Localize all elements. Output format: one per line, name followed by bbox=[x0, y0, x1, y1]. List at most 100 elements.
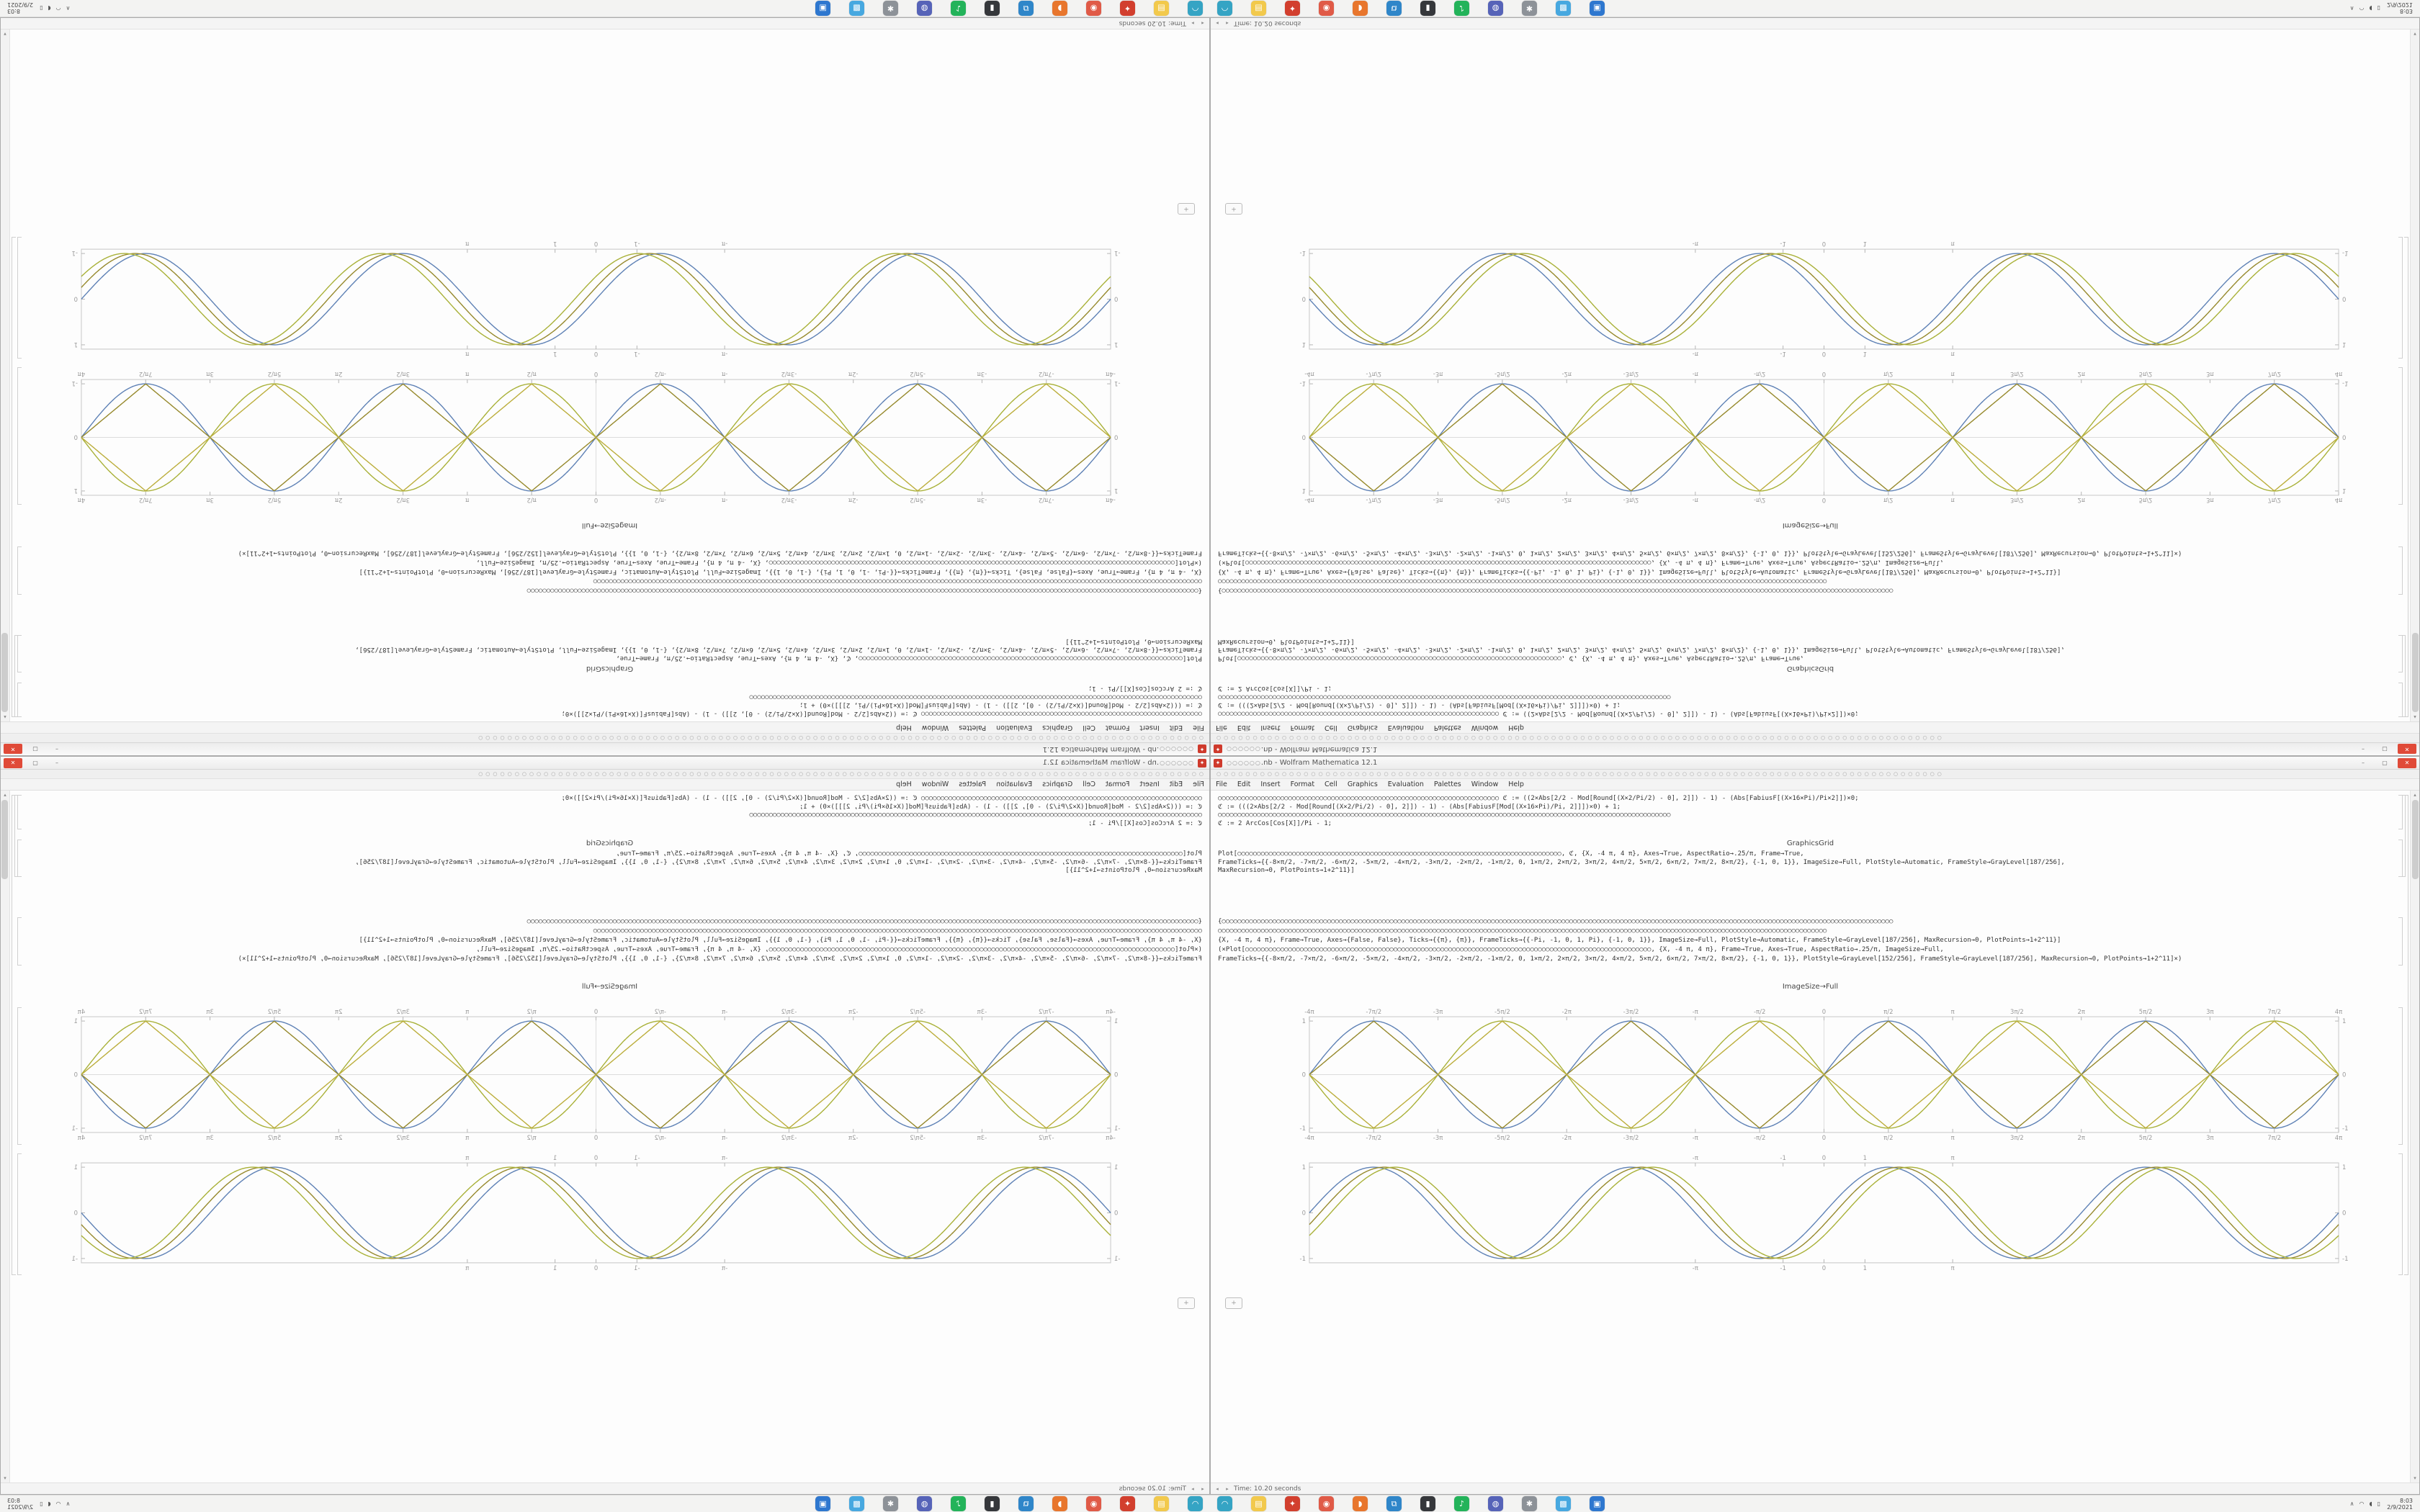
tray-icon[interactable]: ◠ bbox=[2359, 5, 2365, 12]
tray-icon[interactable]: ∧ bbox=[66, 1500, 71, 1507]
menu-item[interactable]: Insert bbox=[1260, 724, 1281, 732]
taskbar-icon[interactable]: ▮ bbox=[985, 1496, 1000, 1511]
maximize-button[interactable]: ▢ bbox=[32, 760, 38, 766]
hscroll-right-arrow[interactable]: ▸ bbox=[1191, 20, 1194, 27]
cell-bracket[interactable] bbox=[2398, 367, 2403, 505]
code-cell-plot-options[interactable]: {○○○○○○○○○○○○○○○○○○○○○○○○○○○○○○○○○○○○○○○… bbox=[10, 549, 1209, 595]
window-titlebar[interactable]: ✦ ○○○○○○.nb - Wolfram Mathematica 12.1 –… bbox=[1211, 742, 2419, 755]
taskbar-icon[interactable]: ◍ bbox=[1488, 1, 1503, 16]
code-cell-plot-options[interactable]: {○○○○○○○○○○○○○○○○○○○○○○○○○○○○○○○○○○○○○○○… bbox=[10, 917, 1209, 964]
close-button[interactable]: ✕ bbox=[4, 744, 22, 755]
minimize-button[interactable]: – bbox=[2362, 760, 2365, 766]
taskbar-clock[interactable]: 8:03 2/9/2021 bbox=[7, 1498, 33, 1511]
tray-icon[interactable]: ∧ bbox=[2349, 1500, 2354, 1507]
notebook-area[interactable]: ○○○○○○○○○○○○○○○○○○○○○○○○○○○○○○○○○○○○○○○○… bbox=[10, 30, 1209, 721]
menu-item[interactable]: Format bbox=[1290, 724, 1315, 732]
menu-item[interactable]: Window bbox=[921, 724, 949, 732]
maximize-button[interactable]: ▢ bbox=[32, 746, 38, 752]
window-titlebar[interactable]: ✦ ○○○○○○.nb - Wolfram Mathematica 12.1 –… bbox=[1, 742, 1209, 755]
tray-icon[interactable]: ◠ bbox=[2359, 1500, 2365, 1507]
menu-item[interactable]: Help bbox=[1508, 724, 1524, 732]
tray-icon[interactable]: ◠ bbox=[55, 5, 61, 12]
taskbar-icon[interactable]: ▣ bbox=[1590, 1496, 1605, 1511]
taskbar-icon[interactable]: ◗ bbox=[1052, 1496, 1067, 1511]
menu-item[interactable]: Graphics bbox=[1042, 780, 1073, 788]
notebook-toolbar[interactable]: ○○○○○○○○○○○○○○○○○○○○○○○○○○○○○○○○○○○○○○○○… bbox=[1211, 770, 2419, 779]
hscroll-right-arrow[interactable]: ▸ bbox=[1191, 1485, 1194, 1492]
cell-group-bracket[interactable] bbox=[12, 795, 16, 1275]
code-cell-definitions[interactable]: ○○○○○○○○○○○○○○○○○○○○○○○○○○○○○○○○○○○○○○○○… bbox=[10, 684, 1209, 718]
cell-bracket[interactable] bbox=[2398, 237, 2403, 359]
hscroll-left-arrow[interactable]: ◂ bbox=[1201, 1485, 1204, 1492]
menu-item[interactable]: Graphics bbox=[1347, 724, 1378, 732]
taskbar-icon[interactable]: ◉ bbox=[1086, 1496, 1101, 1511]
cell-bracket[interactable] bbox=[17, 546, 22, 595]
taskbar-icon[interactable]: ♪ bbox=[951, 1496, 966, 1511]
taskbar-icon[interactable]: ✦ bbox=[1120, 1, 1135, 16]
maximize-button[interactable]: ▢ bbox=[2382, 746, 2388, 752]
menu-item[interactable]: Format bbox=[1105, 724, 1130, 732]
menu-item[interactable]: Palettes bbox=[1433, 724, 1461, 732]
taskbar-icon[interactable]: ◠ bbox=[1217, 1496, 1232, 1511]
code-cell-plot-options[interactable]: {○○○○○○○○○○○○○○○○○○○○○○○○○○○○○○○○○○○○○○○… bbox=[1211, 917, 2410, 964]
taskbar-icon[interactable]: ◗ bbox=[1052, 1, 1067, 16]
cell-group-bracket[interactable] bbox=[12, 237, 16, 717]
taskbar-icon[interactable]: ⧉ bbox=[1018, 1496, 1034, 1511]
insert-cell-button[interactable]: + bbox=[1178, 1297, 1195, 1309]
tray-icon[interactable]: ▯ bbox=[2377, 5, 2381, 12]
taskbar-icon[interactable]: ◠ bbox=[1188, 1, 1203, 16]
taskbar-icon[interactable]: ◍ bbox=[917, 1, 932, 16]
close-button[interactable]: ✕ bbox=[2398, 757, 2416, 768]
hscroll-right-arrow[interactable]: ▸ bbox=[1226, 20, 1229, 27]
tray-icon[interactable]: ▯ bbox=[2377, 1500, 2381, 1507]
scrollbar-thumb[interactable] bbox=[2411, 800, 2419, 879]
taskbar-icon[interactable]: ◠ bbox=[1217, 1, 1232, 16]
scrollbar-thumb[interactable] bbox=[2411, 633, 2419, 712]
tray-icon[interactable]: ▯ bbox=[39, 5, 43, 12]
menu-item[interactable]: Edit bbox=[1169, 724, 1183, 732]
menu-item[interactable]: Edit bbox=[1237, 780, 1251, 788]
taskbar-icon[interactable]: ♪ bbox=[1454, 1496, 1469, 1511]
taskbar-icon[interactable]: ✦ bbox=[1120, 1496, 1135, 1511]
menu-item[interactable]: Cell bbox=[1083, 724, 1095, 732]
window-titlebar[interactable]: ✦ ○○○○○○.nb - Wolfram Mathematica 12.1 –… bbox=[1, 757, 1209, 770]
cell-group-bracket[interactable] bbox=[2401, 795, 2406, 877]
menu-item[interactable]: Insert bbox=[1139, 724, 1160, 732]
notebook-toolbar[interactable]: ○○○○○○○○○○○○○○○○○○○○○○○○○○○○○○○○○○○○○○○○… bbox=[1211, 733, 2419, 742]
menu-item[interactable]: File bbox=[1193, 780, 1204, 788]
tray-icon[interactable]: ◖ bbox=[48, 5, 51, 12]
tray-icon[interactable]: ▯ bbox=[39, 1500, 43, 1507]
taskbar-icon[interactable]: ◍ bbox=[1488, 1496, 1503, 1511]
menu-item[interactable]: Palettes bbox=[959, 780, 987, 788]
taskbar-icon[interactable]: ⧉ bbox=[1386, 1, 1402, 16]
taskbar-icon[interactable]: ▩ bbox=[1556, 1, 1571, 16]
code-cell-plot-options[interactable]: {○○○○○○○○○○○○○○○○○○○○○○○○○○○○○○○○○○○○○○○… bbox=[1211, 549, 2410, 595]
taskbar-clock[interactable]: 8:03 2/9/2021 bbox=[7, 2, 33, 15]
taskbar-icon[interactable]: ▮ bbox=[1420, 1496, 1435, 1511]
insert-cell-button[interactable]: + bbox=[1225, 1297, 1242, 1309]
scrollbar-thumb[interactable] bbox=[1, 633, 9, 712]
taskbar-icon[interactable]: ▩ bbox=[849, 1, 864, 16]
cell-bracket[interactable] bbox=[17, 237, 22, 359]
taskbar-icon[interactable]: ◗ bbox=[1353, 1, 1368, 16]
taskbar-icon[interactable]: ◠ bbox=[1188, 1496, 1203, 1511]
taskbar-icon[interactable]: ▮ bbox=[1420, 1, 1435, 16]
insert-cell-button[interactable]: + bbox=[1178, 203, 1195, 215]
scroll-up-arrow[interactable]: ▴ bbox=[2414, 714, 2416, 720]
menu-item[interactable]: File bbox=[1216, 724, 1227, 732]
menu-item[interactable]: File bbox=[1216, 780, 1227, 788]
taskbar-icon[interactable]: ⧉ bbox=[1386, 1496, 1402, 1511]
tray-icon[interactable]: ∧ bbox=[66, 5, 71, 12]
menu-item[interactable]: Edit bbox=[1169, 780, 1183, 788]
window-titlebar[interactable]: ✦ ○○○○○○.nb - Wolfram Mathematica 12.1 –… bbox=[1211, 757, 2419, 770]
minimize-button[interactable]: – bbox=[55, 746, 58, 752]
scroll-up-arrow[interactable]: ▴ bbox=[4, 714, 6, 720]
taskbar-icon[interactable]: ✦ bbox=[1285, 1, 1300, 16]
tray-icon[interactable]: ∧ bbox=[2349, 5, 2354, 12]
menu-item[interactable]: Insert bbox=[1260, 780, 1281, 788]
code-cell-definitions[interactable]: ○○○○○○○○○○○○○○○○○○○○○○○○○○○○○○○○○○○○○○○○… bbox=[10, 795, 1209, 828]
notebook-area[interactable]: ○○○○○○○○○○○○○○○○○○○○○○○○○○○○○○○○○○○○○○○○… bbox=[1211, 791, 2410, 1482]
scroll-down-arrow[interactable]: ▾ bbox=[2414, 1475, 2416, 1481]
scroll-down-arrow[interactable]: ▾ bbox=[4, 31, 6, 37]
menu-item[interactable]: Edit bbox=[1237, 724, 1251, 732]
